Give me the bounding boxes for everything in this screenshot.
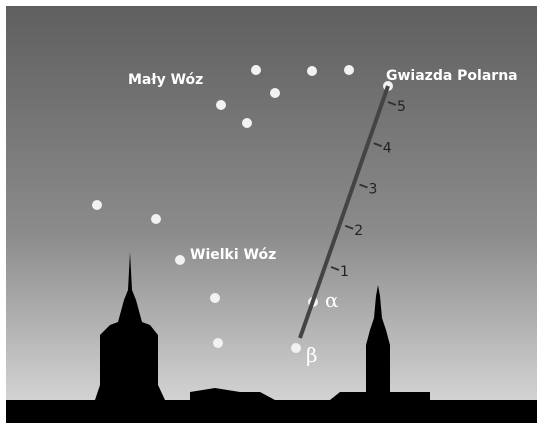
label: β bbox=[306, 343, 318, 367]
label: α bbox=[325, 288, 339, 312]
star bbox=[344, 65, 354, 75]
star bbox=[151, 214, 161, 224]
scale-label: 5 bbox=[397, 99, 406, 115]
star bbox=[270, 88, 280, 98]
page: 1 2 3 4 5 Mały Wóz Gwiazda Polarna Wielki Wó… bbox=[0, 0, 543, 429]
star bbox=[175, 255, 185, 265]
star bbox=[216, 100, 226, 110]
label: Wielki Wóz bbox=[190, 247, 276, 263]
star bbox=[291, 343, 301, 353]
star bbox=[251, 65, 261, 75]
star bbox=[307, 66, 317, 76]
star bbox=[242, 118, 252, 128]
scale-label: 2 bbox=[354, 223, 363, 239]
star bbox=[92, 200, 102, 210]
scale-label: 4 bbox=[383, 140, 392, 156]
star bbox=[210, 293, 220, 303]
scale-label: 3 bbox=[369, 182, 378, 198]
label: Mały Wóz bbox=[128, 72, 203, 88]
label: Gwiazda Polarna bbox=[386, 68, 518, 84]
diagram: 1 2 3 4 5 Mały Wóz Gwiazda Polarna Wielki Wó… bbox=[0, 0, 543, 429]
star bbox=[213, 338, 223, 348]
scale-label: 1 bbox=[340, 264, 349, 280]
